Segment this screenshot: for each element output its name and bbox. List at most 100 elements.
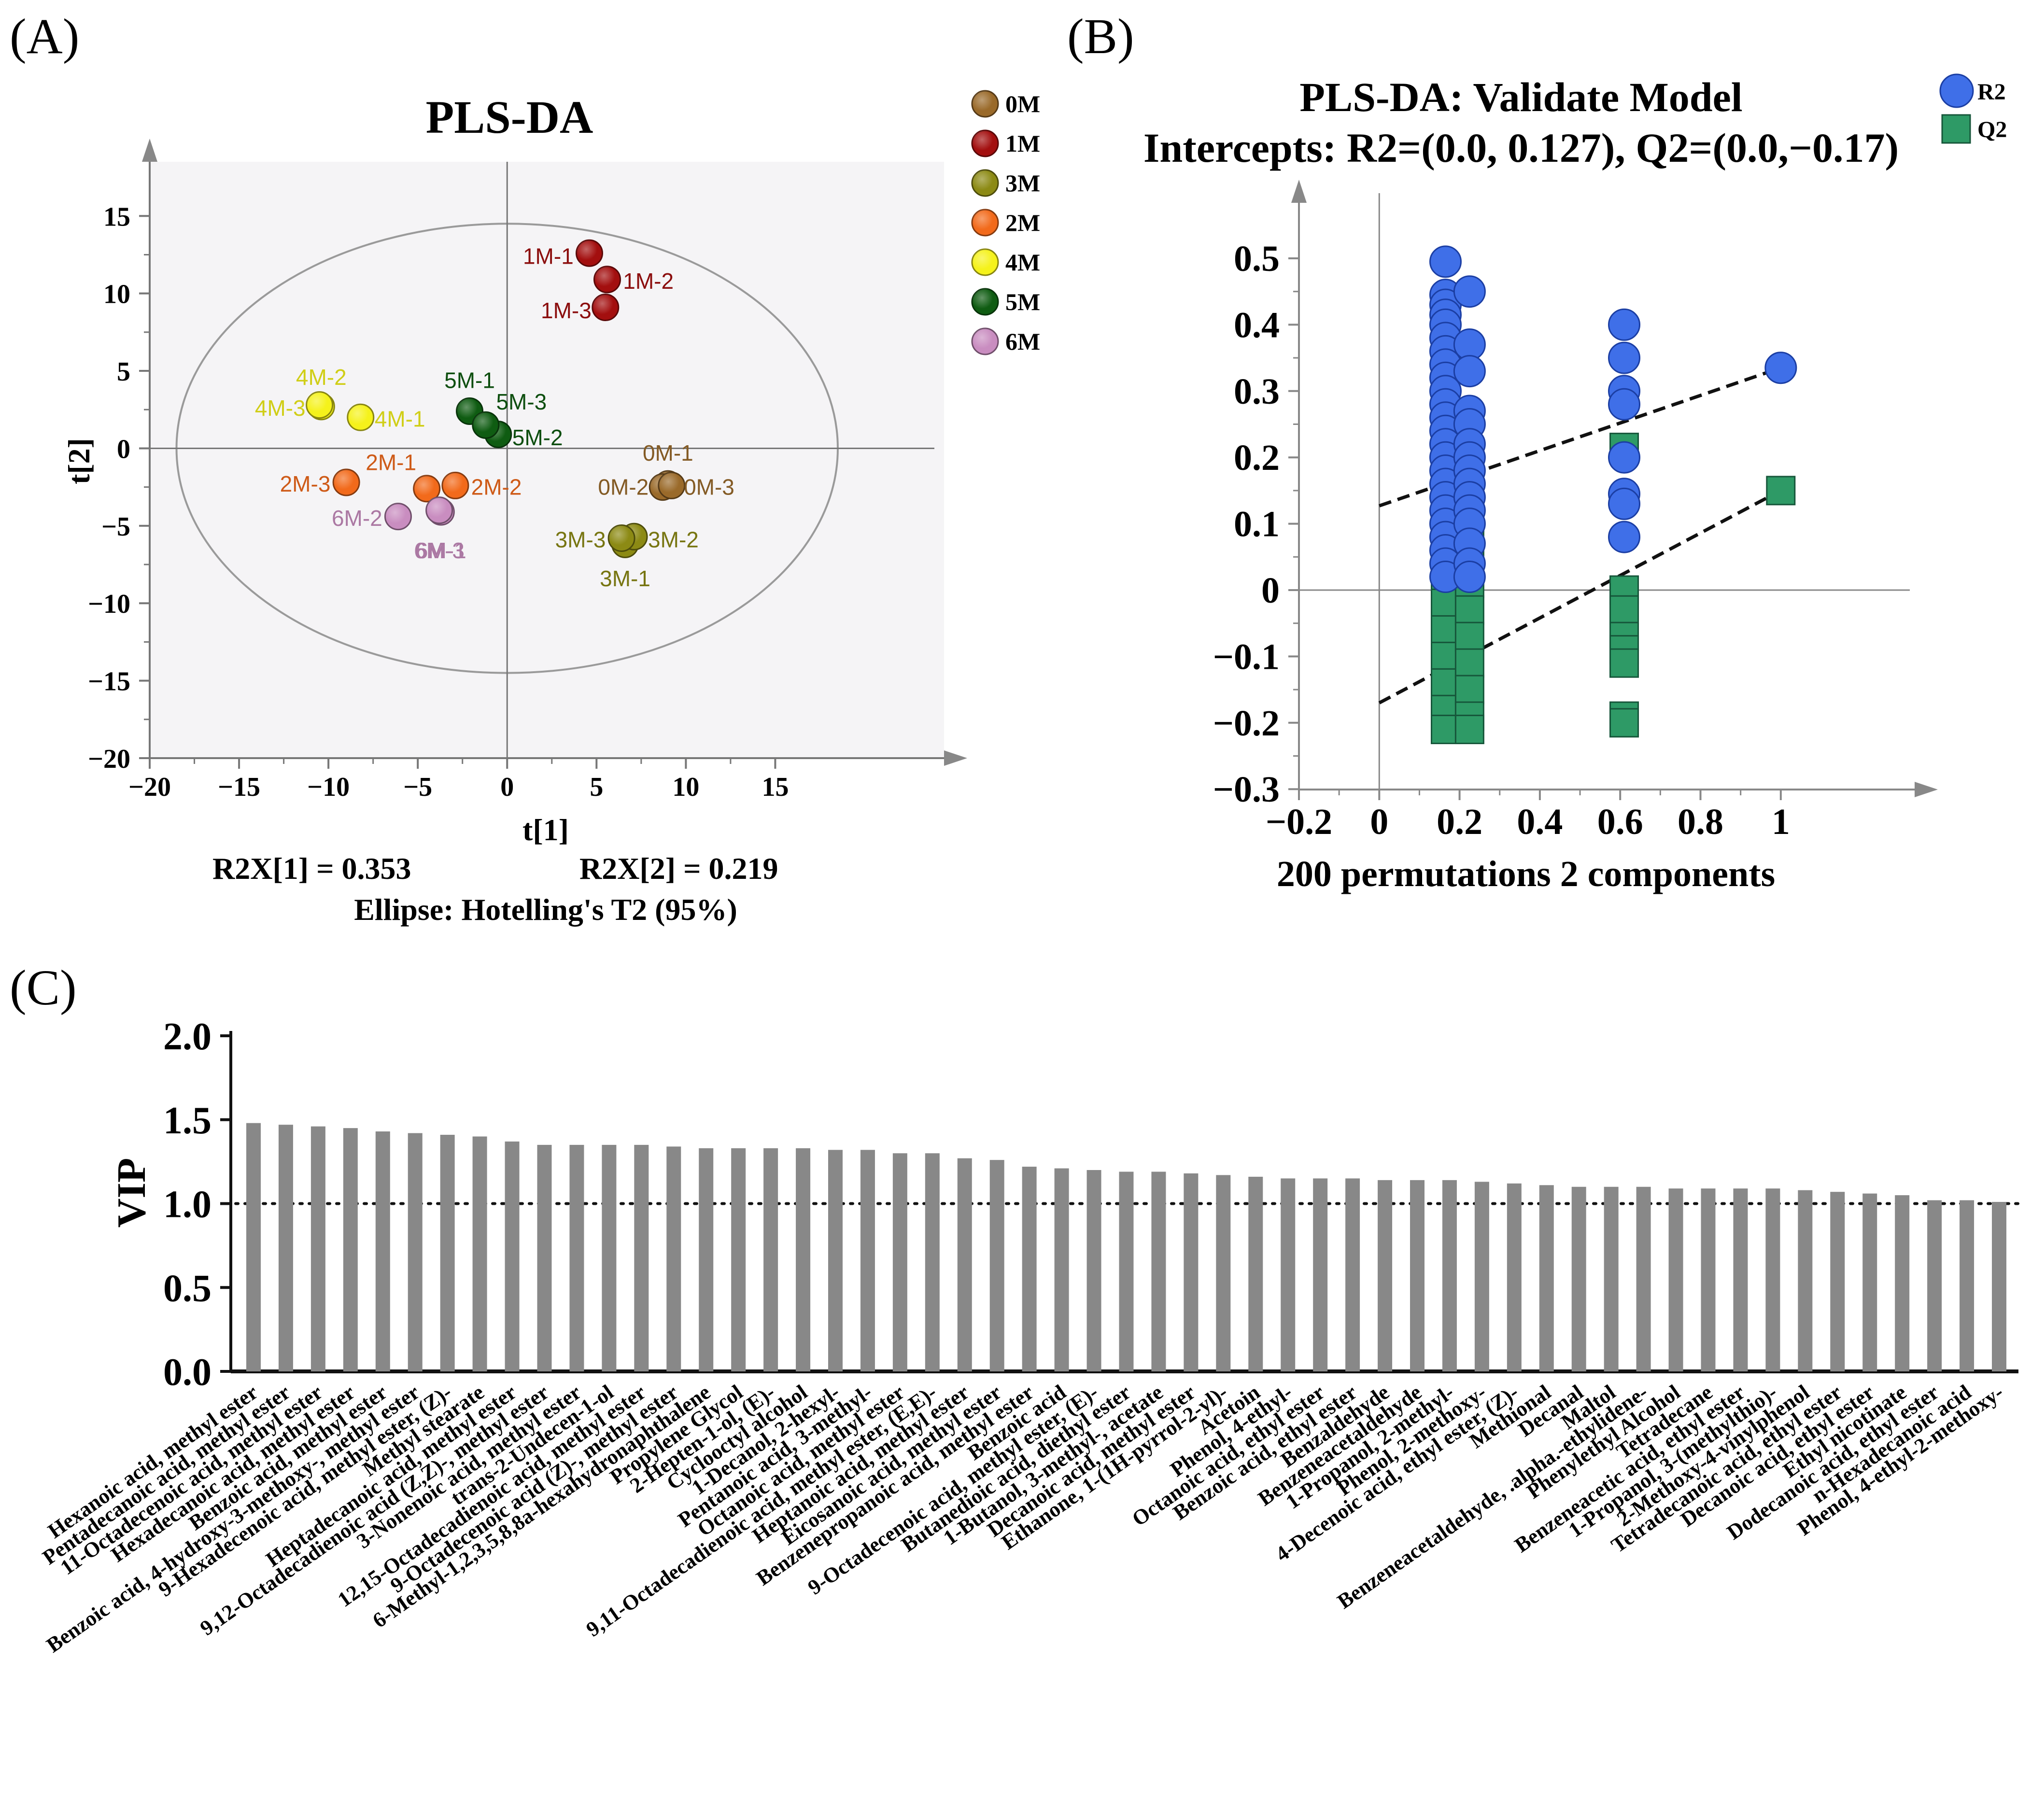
panel-a-r2x1: R2X[1] = 0.353 <box>212 851 411 886</box>
vip-bar <box>1151 1171 1166 1371</box>
y-tick-label: −0.3 <box>1213 769 1280 810</box>
vip-bar <box>310 1126 325 1371</box>
point-label-4m-3: 4M-3 <box>255 395 306 421</box>
legend-label-0m: 0M <box>1005 90 1040 117</box>
legend-marker-highlight-1m <box>972 130 998 156</box>
vip-bar <box>1345 1178 1360 1371</box>
point-highlight-1m-1 <box>576 240 603 267</box>
legend-marker-r2 <box>1939 73 1974 108</box>
panel-b-regression-lines <box>1378 366 1782 705</box>
panel-a-r2x2: R2X[2] = 0.219 <box>579 851 778 886</box>
r2-point <box>1608 487 1641 520</box>
vip-bar <box>1248 1176 1263 1371</box>
panel-a-title: PLS-DA <box>426 91 593 143</box>
vip-bar <box>1539 1185 1554 1371</box>
panel-c-ylabel: VIP <box>109 1158 154 1228</box>
x-tick-label: 5 <box>590 772 603 802</box>
point-label-6m-3: 6M-3 <box>414 538 465 563</box>
vip-bar <box>408 1133 423 1371</box>
panel-a-xlabel: t[1] <box>522 813 569 847</box>
point-label-5m-1: 5M-1 <box>444 367 495 393</box>
r2-point <box>1608 388 1641 421</box>
y-tick-label: 0.1 <box>1234 504 1280 545</box>
vip-bar <box>1022 1167 1037 1371</box>
vip-bar <box>1474 1182 1489 1371</box>
panel-b-title: PLS-DA: Validate Model <box>1299 74 1742 120</box>
y-tick-label: 2.0 <box>163 1016 212 1058</box>
point-label-5m-2: 5M-2 <box>512 425 563 450</box>
x-tick-label: −20 <box>128 772 171 802</box>
point-label-4m-1: 4M-1 <box>375 406 425 431</box>
panel-a-plot-background <box>150 162 944 758</box>
vip-bar <box>731 1148 746 1371</box>
vip-bar <box>989 1160 1004 1371</box>
legend-label-2m: 2M <box>1005 209 1040 236</box>
panel-a-ylabel: t[2] <box>62 438 96 484</box>
panel-label-c: (C) <box>10 960 77 1016</box>
q2-point <box>1609 708 1639 738</box>
x-tick-label: 1 <box>1772 802 1790 842</box>
y-tick-label: 0.5 <box>163 1267 212 1310</box>
y-tick-label: 0.3 <box>1234 371 1280 412</box>
x-axis-arrow <box>1915 782 1938 797</box>
x-tick-label: −0.2 <box>1266 802 1332 842</box>
vip-bar <box>278 1125 293 1371</box>
point-label-2m-2: 2M-2 <box>471 475 522 500</box>
point-label-1m-3: 1M-3 <box>541 298 592 323</box>
point-label-6m-1: 6M-1 <box>416 538 466 563</box>
vip-bar <box>1701 1188 1716 1371</box>
vip-bar <box>666 1146 681 1371</box>
vip-bar <box>1313 1178 1328 1371</box>
vip-bar <box>1442 1180 1457 1371</box>
legend-label-3m: 3M <box>1005 169 1040 197</box>
point-highlight-5m-3 <box>472 412 499 438</box>
vip-bar <box>1604 1186 1619 1371</box>
legend-marker-highlight-5m <box>972 289 998 315</box>
point-highlight-0m-3 <box>658 472 685 499</box>
legend-label-6m: 6M <box>1005 328 1040 355</box>
panel-b-subtitle: Intercepts: R2=(0.0, 0.127), Q2=(0.0,−0.… <box>1143 125 1899 171</box>
point-label-1m-1: 1M-1 <box>523 244 574 269</box>
legend-marker-highlight-0m <box>972 91 998 117</box>
q2-point <box>1454 595 1484 625</box>
y-tick-label: 1.5 <box>163 1100 212 1142</box>
panel-c-bars <box>246 1123 2006 1371</box>
vip-bar <box>246 1123 261 1371</box>
y-tick-label: 0 <box>1261 570 1280 611</box>
point-highlight-4m-3 <box>306 392 333 418</box>
vip-bar <box>1216 1175 1231 1371</box>
legend-label-1m: 1M <box>1005 130 1040 157</box>
point-label-3m-2: 3M-2 <box>648 527 699 552</box>
point-highlight-2m-2 <box>442 472 468 499</box>
vip-bar <box>1636 1186 1651 1371</box>
panel-c-category-labels: Hexanoic acid, methyl esterPentadecanoic… <box>38 1380 2008 1657</box>
point-label-5m-3: 5M-3 <box>496 389 547 414</box>
x-tick-label: 0 <box>1370 802 1388 842</box>
vip-bar <box>569 1144 584 1371</box>
panel-b-axes: −0.2 0 0.2 0.4 0.6 0.8 1 0.5 0.4 0.3 0.2 0.1 0 −0.1 −0… <box>1213 180 1938 842</box>
point-label-2m-3: 2M-3 <box>280 471 331 496</box>
point-label-1m-2: 1M-2 <box>623 268 674 294</box>
vip-bar <box>1184 1173 1199 1371</box>
x-tick-label: 0.4 <box>1517 802 1563 842</box>
vip-bar <box>1378 1180 1393 1371</box>
q2-point <box>1454 621 1484 651</box>
x-tick-label: 0.8 <box>1678 802 1723 842</box>
point-label-0m-2: 0M-2 <box>598 475 649 500</box>
vip-bar <box>1054 1168 1069 1371</box>
vip-bar <box>925 1153 940 1371</box>
y-tick-label: 0.2 <box>1234 437 1280 478</box>
x-tick-label: 0.6 <box>1597 802 1643 842</box>
y-tick-label: 0.4 <box>1234 305 1280 345</box>
legend-label-q2: Q2 <box>1977 117 2007 142</box>
legend-label-5m: 5M <box>1005 288 1040 315</box>
vip-bar <box>1733 1188 1748 1371</box>
r2-point <box>1608 521 1641 553</box>
r2-regression-line <box>1379 366 1781 508</box>
vip-bar <box>699 1148 714 1371</box>
y-axis-arrow <box>1291 180 1307 203</box>
vip-bar <box>1960 1200 1975 1371</box>
